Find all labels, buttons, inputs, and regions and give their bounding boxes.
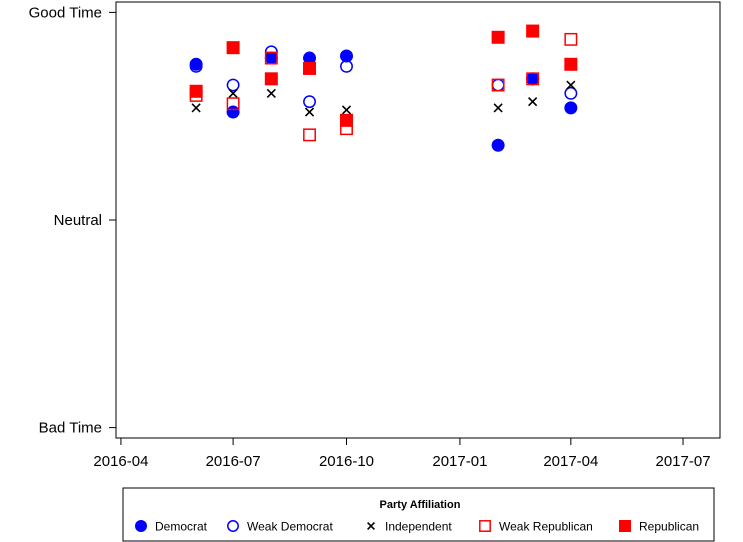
legend-item-independent: Independent: [367, 520, 452, 534]
point-republican: [564, 57, 578, 71]
point-republican: [526, 24, 540, 38]
point-democrat: [340, 49, 354, 63]
point-weak-republican: [526, 72, 540, 86]
point-weak-republican: [564, 32, 578, 46]
legend-items: Democrat Weak Democrat Independent Weak Rep…: [135, 520, 699, 534]
point-democrat: [226, 105, 240, 119]
point-republican: [189, 84, 203, 98]
legend-item-weak-democrat: Weak Democrat: [227, 520, 333, 534]
point-weak-republican: [491, 78, 505, 92]
point-independent: [528, 97, 538, 107]
point-republican: [491, 30, 505, 44]
legend-label: Democrat: [155, 520, 208, 534]
point-weak-democrat: [340, 59, 353, 73]
point-republican: [226, 41, 240, 55]
point-democrat: [564, 101, 578, 115]
point-democrat: [491, 138, 505, 152]
point-democrat: [526, 72, 540, 86]
legend-title: Party Affiliation: [380, 499, 461, 511]
legend-label: Weak Republican: [499, 520, 593, 534]
legend-marker-independent: [367, 522, 375, 530]
point-independent: [341, 105, 352, 115]
legend-label: Weak Democrat: [247, 520, 333, 534]
series-democrat: [189, 49, 578, 152]
x-tick-label: 2016-10: [319, 453, 374, 470]
point-republican: [303, 61, 317, 75]
x-tick-label: 2016-04: [93, 453, 148, 470]
y-tick-label: Neutral: [54, 212, 102, 229]
point-weak-democrat: [303, 95, 316, 109]
y-tick-label: Bad Time: [39, 420, 102, 437]
legend-marker-democrat: [135, 520, 147, 532]
x-tick-label: 2017-04: [543, 453, 598, 470]
legend-box: [122, 487, 715, 542]
y-axis: Bad Time Neutral Good Time: [29, 4, 116, 437]
point-weak-democrat: [564, 86, 578, 100]
point-independent: [566, 80, 576, 90]
legend-item-democrat: Democrat: [135, 520, 208, 534]
point-independent: [228, 88, 238, 98]
data-points: [189, 24, 578, 152]
x-tick-label: 2017-07: [655, 453, 710, 470]
plot-area-frame: [115, 1, 721, 439]
legend-item-weak-republican: Weak Republican: [479, 520, 593, 534]
point-weak-democrat: [189, 59, 203, 73]
point-republican: [264, 72, 278, 86]
series-weak-democrat: [189, 45, 578, 109]
legend-label: Republican: [639, 520, 699, 534]
x-axis: 2016-04 2016-07 2016-10 2017-01 2017-04 2017-…: [93, 438, 711, 470]
point-independent: [304, 107, 315, 117]
point-weak-republican: [226, 97, 240, 111]
series-republican: [189, 24, 578, 127]
point-independent: [493, 103, 503, 113]
legend-marker-weak-democrat: [227, 520, 239, 532]
point-republican: [340, 113, 354, 127]
x-tick-label: 2017-01: [432, 453, 487, 470]
legend: Party Affiliation Democrat Weak Democrat I…: [122, 487, 715, 542]
legend-marker-weak-republican: [479, 520, 491, 532]
point-independent: [266, 88, 276, 98]
point-independent: [191, 103, 201, 113]
point-weak-democrat: [226, 78, 240, 92]
legend-marker-republican: [619, 520, 631, 532]
legend-item-republican: Republican: [619, 520, 699, 534]
y-tick-label: Good Time: [29, 4, 102, 21]
series-weak-republican: [189, 32, 578, 142]
point-weak-democrat: [491, 78, 505, 92]
point-democrat: [303, 51, 317, 65]
x-tick-label: 2016-07: [206, 453, 261, 470]
legend-label: Independent: [385, 520, 452, 534]
point-weak-republican: [264, 51, 278, 65]
point-weak-republican: [303, 128, 316, 142]
series-independent: [191, 80, 576, 117]
